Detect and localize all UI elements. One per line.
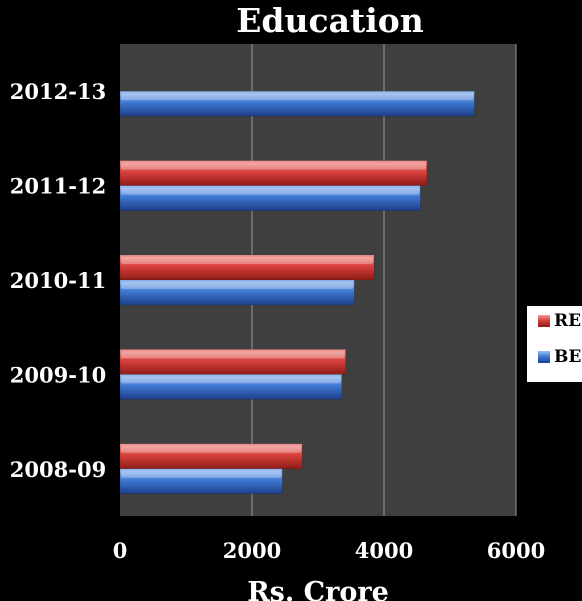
bar-highlight bbox=[121, 470, 282, 478]
bar-re-2009-10 bbox=[119, 349, 346, 375]
legend-swatch-re bbox=[538, 315, 550, 327]
category-label: 2011-12 bbox=[10, 174, 106, 199]
x-tick-label: 6000 bbox=[487, 538, 545, 563]
bars bbox=[119, 90, 475, 495]
bar-highlight bbox=[121, 376, 341, 384]
bar-be-2008-09 bbox=[119, 468, 283, 495]
bar-highlight bbox=[121, 93, 474, 101]
category-label: 2012-13 bbox=[10, 79, 106, 104]
category-label: 2009-10 bbox=[10, 362, 106, 387]
bar-re-2010-11 bbox=[119, 254, 375, 281]
category-labels: 2012-13 2011-12 2010-11 2009-10 2008-09 bbox=[10, 79, 106, 482]
legend-label-be: BE bbox=[554, 347, 581, 367]
bar-highlight bbox=[121, 162, 426, 170]
legend-swatch-be bbox=[538, 351, 550, 363]
x-tick-label: 4000 bbox=[355, 538, 413, 563]
bar-be-2009-10 bbox=[119, 374, 343, 400]
bar-re-2011-12 bbox=[119, 160, 428, 186]
x-tick-label: 0 bbox=[113, 538, 128, 563]
legend: RE BE bbox=[527, 306, 582, 382]
bar-be-2011-12 bbox=[119, 185, 421, 211]
legend-box bbox=[527, 306, 582, 382]
category-label: 2010-11 bbox=[10, 268, 106, 293]
bar-re-2008-09 bbox=[119, 443, 303, 470]
bar-highlight bbox=[121, 351, 345, 359]
bar-be-2012-13 bbox=[119, 90, 475, 117]
bar-highlight bbox=[121, 445, 302, 453]
x-tick-label: 2000 bbox=[223, 538, 281, 563]
category-label: 2008-09 bbox=[10, 457, 106, 482]
bar-be-2010-11 bbox=[119, 279, 355, 306]
bar-highlight bbox=[121, 282, 354, 289]
x-axis-label: Rs. Crore bbox=[247, 577, 389, 601]
x-tick-labels: 0 2000 4000 6000 bbox=[113, 538, 546, 563]
legend-label-re: RE bbox=[554, 311, 581, 331]
bar-highlight bbox=[121, 257, 374, 264]
bar-highlight bbox=[121, 187, 420, 195]
chart-title: Education bbox=[236, 1, 423, 40]
